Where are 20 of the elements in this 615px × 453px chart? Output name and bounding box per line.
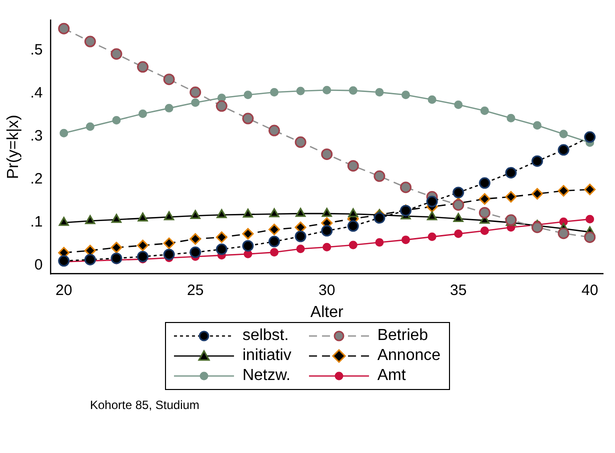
y-tick-label: .2 — [30, 170, 43, 188]
x-tick-label: 35 — [450, 282, 467, 299]
x-tick-label: 30 — [318, 282, 336, 299]
y-tick-label: .1 — [30, 213, 43, 230]
legend-label: Netzw. — [242, 367, 290, 385]
y-tick-label: 0 — [34, 256, 43, 274]
text: Kohorte 85, Studium — [90, 398, 200, 412]
legend-label: Betrieb — [377, 327, 428, 345]
legend-label: Annonce — [377, 347, 441, 365]
x-axis-title: Alter — [310, 304, 344, 321]
x-tick-label: 20 — [56, 282, 72, 299]
legend-label: initiativ — [242, 347, 292, 365]
y-tick-label: .3 — [30, 127, 43, 144]
x-tick-label: 40 — [582, 282, 598, 299]
y-tick-label: .4 — [30, 84, 43, 102]
y-tick-label: .5 — [30, 41, 43, 58]
y-axis-title: Pr(y=k|x) — [5, 114, 22, 179]
legend-label: Amt — [377, 367, 406, 385]
legend-label: selbst. — [242, 327, 289, 345]
x-tick-label: 25 — [187, 282, 204, 299]
